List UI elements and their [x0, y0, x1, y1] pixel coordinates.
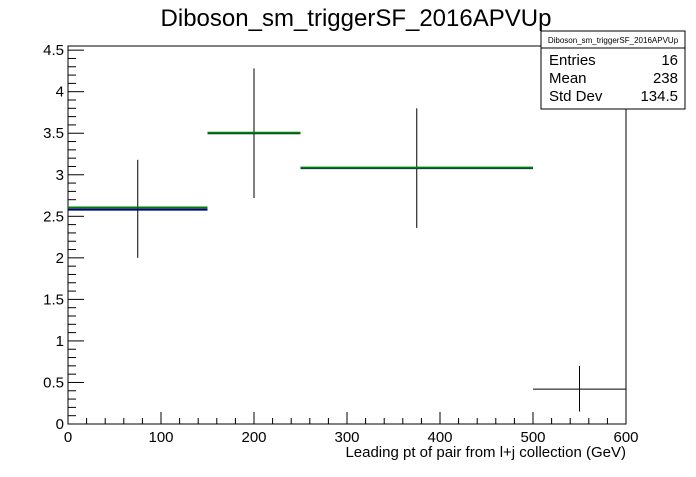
y-tick-label: 4.5 [43, 42, 64, 59]
x-tick-label: 400 [427, 429, 452, 446]
x-tick-label: 300 [334, 429, 359, 446]
stats-stddev-value: 134.5 [640, 88, 678, 105]
y-tick-label: 1 [56, 333, 64, 350]
x-axis-title: Leading pt of pair from l+j collection (… [345, 444, 626, 461]
y-tick-label: 2 [56, 250, 64, 267]
stats-box-title: Diboson_sm_triggerSF_2016APVUp [548, 36, 679, 45]
y-tick-label: 0 [56, 416, 64, 433]
x-tick-label: 500 [520, 429, 545, 446]
chart-title: Diboson_sm_triggerSF_2016APVUp [161, 5, 552, 32]
histogram-bin-1 [68, 159, 208, 258]
y-tick-label: 0.5 [43, 374, 64, 391]
y-tick-label: 3.5 [43, 125, 64, 142]
stats-entries-value: 16 [661, 52, 678, 69]
histogram-bin-2 [207, 68, 301, 199]
y-tick-label: 2.5 [43, 208, 64, 225]
histogram-bin-3 [300, 108, 533, 228]
y-tick-label: 3 [56, 167, 64, 184]
stats-box: Diboson_sm_triggerSF_2016APVUp Entries 1… [540, 30, 686, 110]
stats-mean-label: Mean [549, 70, 587, 87]
stats-box-frame [540, 30, 686, 110]
x-axis: 0 100 200 300 400 500 600 [64, 412, 639, 446]
x-tick-label: 600 [613, 429, 638, 446]
x-tick-label: 0 [64, 429, 72, 446]
stats-entries-label: Entries [549, 52, 596, 69]
y-tick-label: 4 [56, 84, 64, 101]
stats-mean-value: 238 [653, 70, 678, 87]
x-tick-label: 200 [241, 429, 266, 446]
y-axis: 0 0.5 1 1.5 2 2.5 3 3.5 4 4.5 [43, 42, 84, 433]
histogram-bins [68, 68, 626, 412]
histogram-bin-4 [533, 365, 626, 412]
stats-stddev-label: Std Dev [549, 88, 603, 105]
x-tick-label: 100 [148, 429, 173, 446]
y-tick-label: 1.5 [43, 291, 64, 308]
